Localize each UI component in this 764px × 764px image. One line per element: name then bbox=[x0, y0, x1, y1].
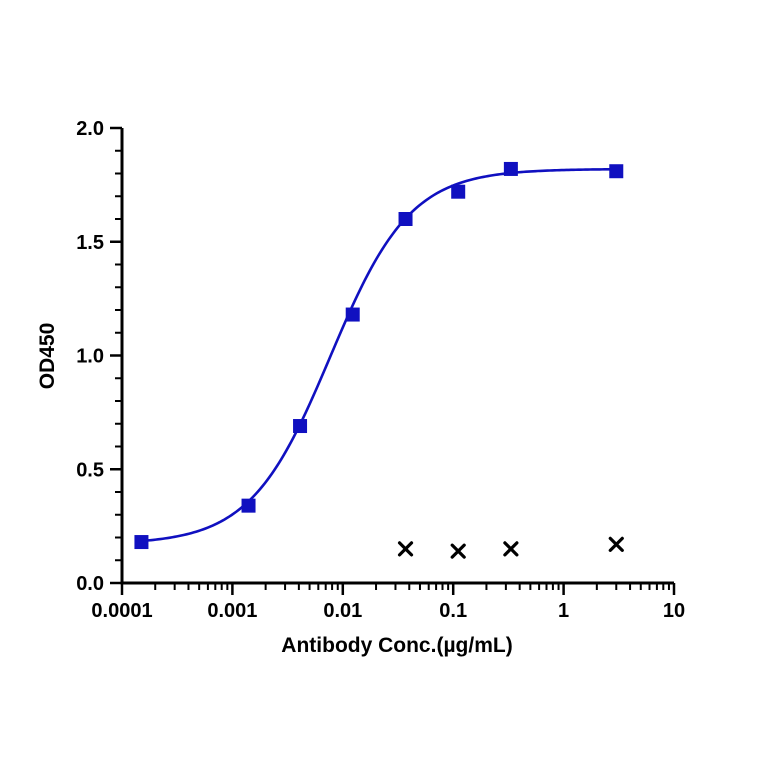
data-point-x-stroke bbox=[503, 541, 519, 557]
data-point-x bbox=[503, 541, 519, 557]
data-point-x-stroke bbox=[397, 541, 414, 557]
y-axis-title: OD450 bbox=[36, 323, 59, 390]
data-point-x-stroke bbox=[450, 543, 466, 559]
y-tick-label: 2.0 bbox=[76, 118, 104, 140]
data-point-square bbox=[398, 212, 413, 226]
data-point-square bbox=[503, 161, 518, 176]
fit-curve bbox=[141, 167, 617, 543]
data-point-square bbox=[293, 419, 308, 434]
data-point-square bbox=[609, 164, 624, 179]
data-point-x bbox=[608, 536, 624, 552]
y-axis-ticks: 0.0 0.5 1.0 1.5 2.0 bbox=[76, 118, 122, 595]
x-axis-ticks: 0.0001 0.001 0.01 0.1 1 10 bbox=[91, 583, 685, 622]
data-point-x bbox=[450, 543, 466, 559]
data-point-x-stroke bbox=[608, 536, 624, 552]
y-tick-label: 0.5 bbox=[76, 459, 104, 481]
x-tick-label: 0.0001 bbox=[91, 600, 152, 622]
x-tick-label: 0.1 bbox=[439, 600, 467, 622]
axes bbox=[120, 128, 674, 585]
data-point-square bbox=[241, 498, 256, 513]
x-tick-label: 1 bbox=[558, 600, 569, 622]
data-point-square bbox=[345, 307, 360, 322]
x-axis-title: Antibody Conc.(µg/mL) bbox=[281, 634, 512, 657]
data-points bbox=[134, 161, 624, 559]
x-tick-label: 10 bbox=[663, 600, 685, 622]
y-tick-label: 0.0 bbox=[76, 573, 104, 595]
data-point-square bbox=[451, 184, 466, 199]
y-tick-label: 1.0 bbox=[76, 346, 104, 368]
data-point-x bbox=[397, 541, 414, 557]
x-tick-label: 0.001 bbox=[207, 600, 257, 622]
y-tick-label: 1.5 bbox=[76, 232, 104, 254]
data-point-square bbox=[134, 535, 149, 550]
fit-curves bbox=[141, 167, 617, 543]
x-tick-label: 0.01 bbox=[323, 600, 362, 622]
